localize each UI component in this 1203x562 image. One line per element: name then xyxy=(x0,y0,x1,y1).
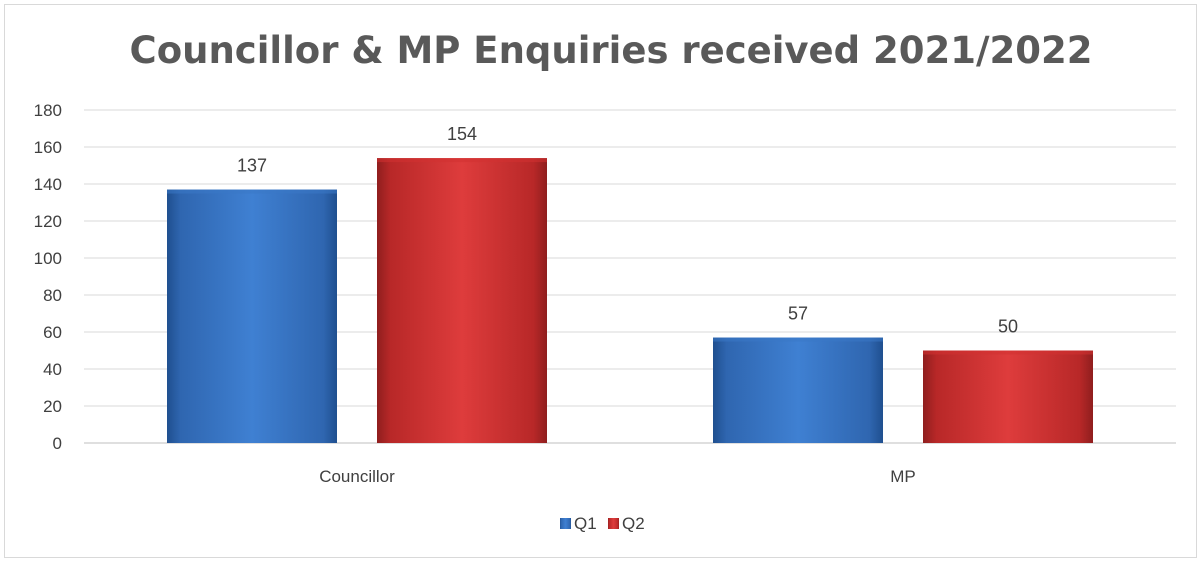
y-tick-label: 100 xyxy=(34,249,62,268)
data-label: 154 xyxy=(447,124,477,144)
data-label: 50 xyxy=(998,317,1018,337)
bar-q2-mp xyxy=(923,351,1093,444)
bars xyxy=(167,158,1093,443)
y-tick-label: 180 xyxy=(34,101,62,120)
legend: Q1 Q2 xyxy=(560,514,645,533)
legend-swatch-q2 xyxy=(608,518,619,529)
y-tick-label: 140 xyxy=(34,175,62,194)
y-tick-label: 120 xyxy=(34,212,62,231)
x-category-label: MP xyxy=(890,467,916,486)
y-tick-label: 80 xyxy=(43,286,62,305)
y-tick-label: 40 xyxy=(43,360,62,379)
y-tick-label: 20 xyxy=(43,397,62,416)
bar-top-bevel xyxy=(923,351,1093,355)
x-axis-categories: Councillor MP xyxy=(319,467,916,486)
y-tick-label: 160 xyxy=(34,138,62,157)
bar-top-bevel xyxy=(377,158,547,162)
y-tick-label: 0 xyxy=(53,434,62,453)
bar-q2-councillor xyxy=(377,158,547,443)
bar-top-bevel xyxy=(167,190,337,194)
y-axis-ticks: 0 20 40 60 80 100 120 140 160 180 xyxy=(34,101,62,453)
legend-label-q1: Q1 xyxy=(574,514,597,533)
legend-swatch-q1 xyxy=(560,518,571,529)
chart-title: Councillor & MP Enquiries received 2021/… xyxy=(130,29,1093,72)
bar-q1-councillor xyxy=(167,190,337,443)
legend-label-q2: Q2 xyxy=(622,514,645,533)
data-labels: 137 154 57 50 xyxy=(237,124,1018,336)
bar-q1-mp xyxy=(713,338,883,443)
x-category-label: Councillor xyxy=(319,467,395,486)
data-label: 137 xyxy=(237,156,267,176)
data-label: 57 xyxy=(788,304,808,324)
y-tick-label: 60 xyxy=(43,323,62,342)
bar-top-bevel xyxy=(713,338,883,342)
